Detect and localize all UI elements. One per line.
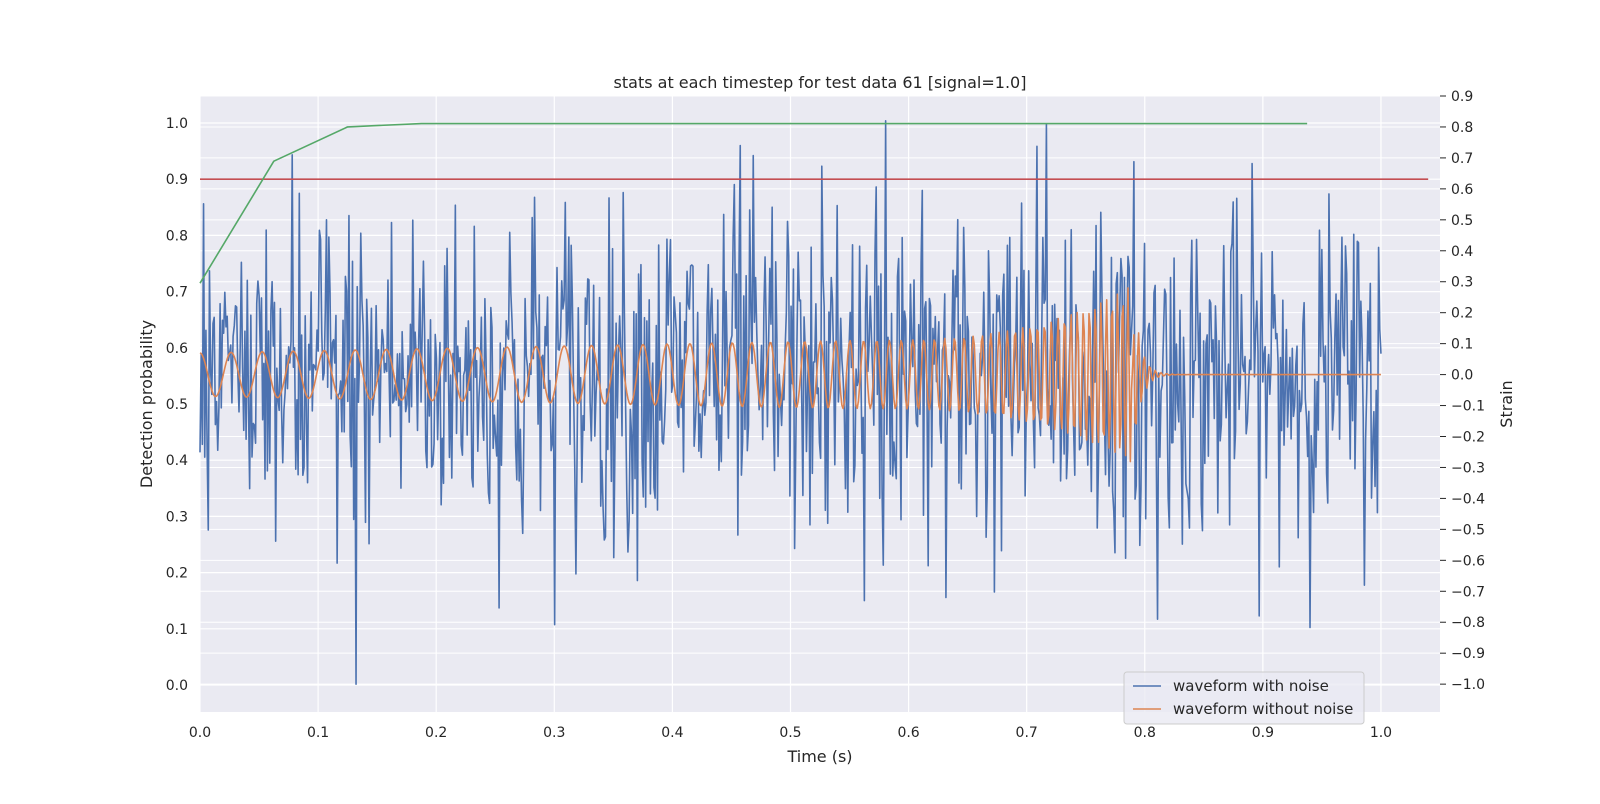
x-tick-label: 0.7 [1016,725,1038,741]
x-axis-label: Time (s) [786,747,852,766]
chart-title: stats at each timestep for test data 61 … [614,73,1027,92]
left-tick-label: 0.3 [166,509,188,525]
right-tick-label: −0.4 [1451,491,1485,507]
right-tick-label: 0.4 [1451,244,1473,260]
left-tick-label: 0.0 [166,678,188,694]
series-line-detection-probability [199,122,1308,284]
left-axis-label: Detection probability [137,320,156,488]
right-axis-label: Strain [1497,380,1516,427]
right-tick-label: 0.1 [1451,337,1473,353]
right-tick-label: −0.1 [1451,399,1485,415]
x-tick-label: 0.4 [661,725,683,741]
x-tick-label: 1.0 [1370,725,1392,741]
right-tick-label: 0.2 [1451,306,1473,322]
right-tick-label: −0.7 [1451,584,1485,600]
right-tick-label: 0.6 [1451,182,1473,198]
right-tick-label: −1.0 [1451,677,1485,693]
right-tick-label: −0.9 [1451,646,1485,662]
x-tick-labels: 0.0 0.1 0.2 0.3 0.4 0.5 0.6 0.7 0.8 0.9 1.0 [189,725,1392,741]
left-tick-label: 0.8 [166,228,188,244]
left-tick-label: 0.6 [166,341,188,357]
series-line-waveform-without-noise [199,287,1381,463]
right-tick-label: −0.3 [1451,460,1485,476]
x-tick-label: 0.1 [307,725,329,741]
right-tick-label: 0.7 [1451,151,1473,167]
right-tick-label: 0.3 [1451,275,1473,291]
legend: waveform with noise waveform without noi… [1123,671,1365,725]
legend-label-waveform-with-noise: waveform with noise [1173,677,1329,695]
right-tick-label: 0.8 [1451,120,1473,136]
right-tick-label: −0.2 [1451,430,1485,446]
left-tick-labels: 0.0 0.1 0.2 0.3 0.4 0.5 0.6 0.7 0.8 0.9 1.0 [166,116,188,694]
right-tick-label: 0.0 [1451,368,1473,384]
series-line-waveform-with-noise [199,119,1382,685]
left-tick-label: 0.7 [166,285,188,301]
right-tick-labels: −1.0 −0.9 −0.8 −0.7 −0.6 −0.5 −0.4 −0.3 −0.2 −0.1… [1440,89,1485,693]
legend-box [1123,671,1365,725]
left-tick-label: 0.2 [166,566,188,582]
left-tick-label: 0.1 [166,622,188,638]
series-layer [199,119,1429,685]
x-tick-label: 0.2 [425,725,447,741]
right-tick-label: 0.9 [1451,89,1473,105]
x-tick-label: 0.8 [1134,725,1156,741]
right-tick-label: −0.6 [1451,553,1485,569]
left-tick-label: 0.9 [166,172,188,188]
x-tick-label: 0.6 [897,725,919,741]
left-tick-label: 0.5 [166,397,188,413]
right-tick-label: −0.8 [1451,615,1485,631]
x-tick-label: 0.3 [543,725,565,741]
left-tick-label: 1.0 [166,116,188,132]
right-tick-label: 0.5 [1451,213,1473,229]
x-tick-label: 0.5 [779,725,801,741]
right-tick-label: −0.5 [1451,522,1485,538]
left-tick-label: 0.4 [166,453,188,469]
x-tick-label: 0.0 [189,725,211,741]
legend-label-waveform-without-noise: waveform without noise [1173,700,1353,718]
x-tick-label: 0.9 [1252,725,1274,741]
